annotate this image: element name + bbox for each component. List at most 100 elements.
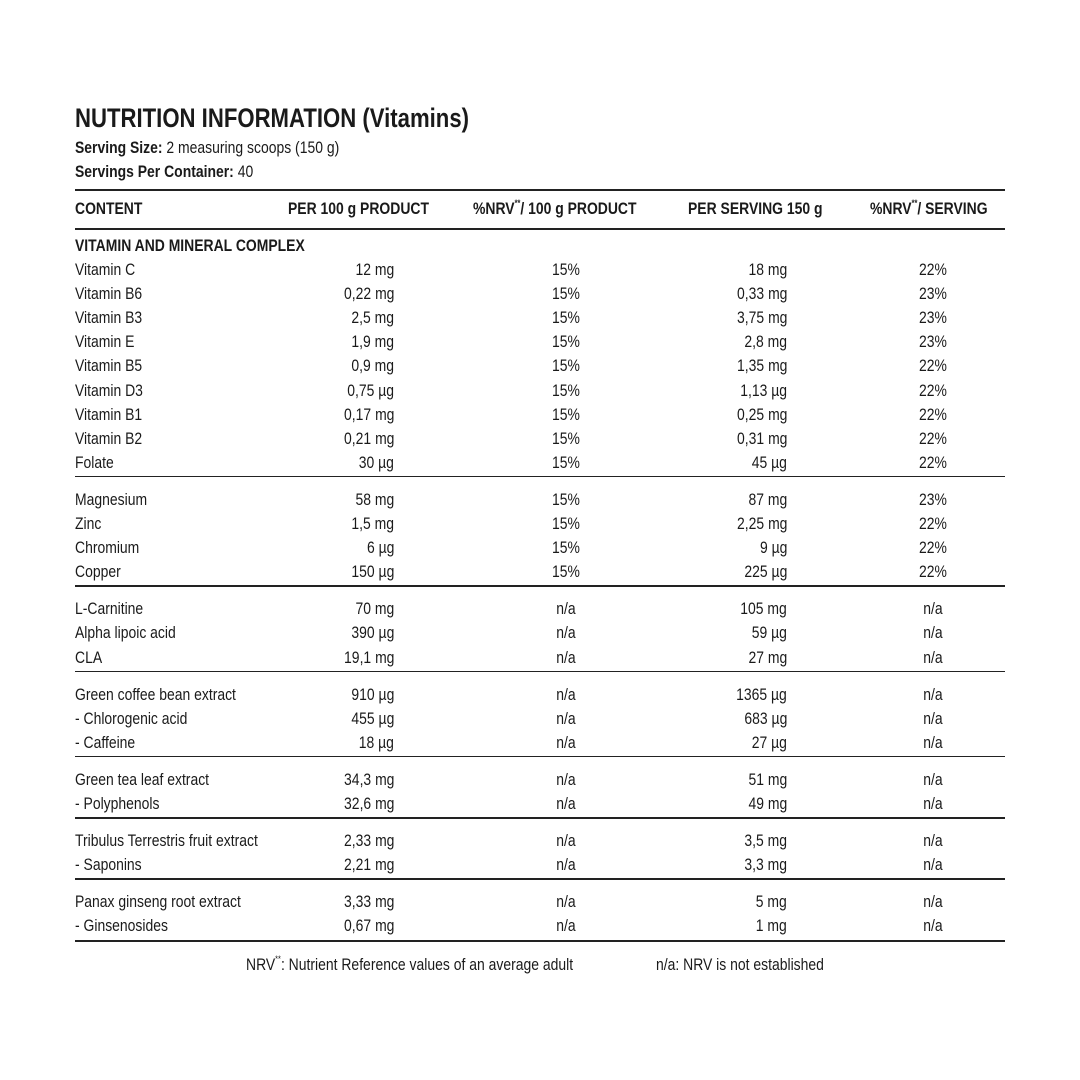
ingredient-name: Vitamin B1 [75,404,143,424]
nrv-100g-value: n/a [556,794,576,813]
ingredient-name: CLA [75,647,103,667]
ingredient-name: - Caffeine [75,732,136,752]
per-100g-value: 910 µg [351,684,394,704]
per-100g-value: 18 µg [358,732,394,752]
nrv-100g-value: n/a [556,623,576,643]
per-serving-value: 87 mg [748,489,787,509]
per-serving-value: 2,25 mg [736,514,787,533]
table-row: Vitamin B1 0,17 mg 15% 0,25 mg 22% [0,405,1080,429]
nrv-serving-value: n/a [923,855,943,875]
ingredient-name: Panax ginseng root extract [75,892,241,912]
divider [75,878,1005,880]
nrv-100g-value: 15% [552,332,580,352]
per-100g-value: 0,22 mg [343,284,394,304]
table-row: Vitamin B3 2,5 mg 15% 3,75 mg 23% [0,308,1080,332]
table-row: Vitamin B5 0,9 mg 15% 1,35 mg 22% [0,356,1080,380]
divider [75,939,1005,942]
na-footnote: n/a: NRV is not established [656,955,824,974]
servings-per-container: Servings Per Container: 40 [75,162,254,181]
table-row: - Saponins 2,21 mg n/a 3,3 mg n/a [0,855,1080,879]
ingredient-name: Folate [75,452,114,472]
per-100g-value: 1,5 mg [351,514,394,533]
page-title: NUTRITION INFORMATION (Vitamins) [75,103,470,133]
ingredient-name: Vitamin B3 [75,308,143,328]
per-100g-value: 0,17 mg [343,404,394,424]
nrv-100g-value: 15% [552,428,580,448]
divider [75,585,1005,587]
per-100g-value: 0,75 µg [347,380,394,400]
table-row: Folate 30 µg 15% 45 µg 22% [0,453,1080,477]
ingredient-name: Magnesium [75,489,148,509]
nrv-100g-value: n/a [556,647,576,667]
per-serving-value: 1,13 µg [740,380,787,400]
per-100g-value: 2,21 mg [343,855,394,875]
per-100g-value: 34,3 mg [343,769,394,789]
divider [75,228,1005,230]
table-row: L-Carnitine 70 mg n/a 105 mg n/a [0,599,1080,623]
per-serving-value: 105 mg [740,599,787,619]
table-row: Green tea leaf extract 34,3 mg n/a 51 mg n/a [0,770,1080,794]
nrv-serving-value: n/a [923,794,943,813]
nrv-serving-value: n/a [923,708,943,728]
ingredient-name: Vitamin E [75,332,135,352]
per-100g-value: 2,33 mg [343,831,394,851]
per-100g-value: 2,5 mg [351,308,394,328]
ingredient-name: - Saponins [75,855,142,875]
nrv-serving-value: 22% [919,404,947,424]
nrv-100g-value: n/a [556,855,576,875]
nrv-100g-value: 15% [552,356,580,376]
per-serving-value: 59 µg [751,623,787,643]
nrv-100g-value: n/a [556,831,576,851]
nrv-serving-value: 22% [919,452,947,472]
per-100g-value: 12 mg [355,260,394,279]
nrv-serving-value: 23% [919,332,947,352]
per-serving-value: 27 mg [748,647,787,667]
nrv-serving-value: 22% [919,562,947,582]
per-serving-value: 3,5 mg [744,831,787,851]
nrv-100g-value: n/a [556,684,576,704]
per-serving-value: 9 µg [759,538,787,558]
nrv-serving-value: 23% [919,489,947,509]
ingredient-name: Green tea leaf extract [75,769,210,789]
per-serving-value: 225 µg [744,562,787,582]
divider [75,817,1005,819]
ingredient-name: L-Carnitine [75,599,144,619]
column-header-per-100g: PER 100 g PRODUCT [288,199,429,218]
table-row: Chromium 6 µg 15% 9 µg 22% [0,538,1080,562]
nrv-serving-value: 22% [919,428,947,448]
per-serving-value: 1365 µg [736,684,787,704]
ingredient-name: Tribulus Terrestris fruit extract [75,831,258,851]
nrv-serving-value: 22% [919,514,947,533]
serving-size: Serving Size: 2 measuring scoops (150 g) [75,138,340,157]
nrv-serving-value: n/a [923,831,943,851]
nrv-100g-value: n/a [556,916,576,936]
per-100g-value: 0,9 mg [351,356,394,376]
table-row: Copper 150 µg 15% 225 µg 22% [0,562,1080,586]
per-serving-value: 3,3 mg [744,855,787,875]
per-100g-value: 30 µg [358,452,394,472]
table-row: - Caffeine 18 µg n/a 27 µg n/a [0,733,1080,757]
per-serving-value: 51 mg [748,769,787,789]
per-serving-value: 1 mg [756,916,787,936]
nrv-100g-value: 15% [552,452,580,472]
ingredient-name: Vitamin D3 [75,380,143,400]
column-header-nrv-serving: %NRV**/ SERVING [870,198,988,219]
per-100g-value: 70 mg [355,599,394,619]
table-row: Vitamin B6 0,22 mg 15% 0,33 mg 23% [0,284,1080,308]
nrv-serving-value: n/a [923,599,943,619]
nrv-serving-value: 22% [919,356,947,376]
per-100g-value: 0,67 mg [343,916,394,936]
nrv-100g-value: n/a [556,892,576,912]
table-row: - Chlorogenic acid 455 µg n/a 683 µg n/a [0,709,1080,733]
per-100g-value: 6 µg [366,538,394,558]
table-row: Green coffee bean extract 910 µg n/a 1365 µ… [0,685,1080,709]
per-serving-value: 683 µg [744,708,787,728]
per-100g-value: 58 mg [355,489,394,509]
nrv-100g-value: n/a [556,769,576,789]
nrv-100g-value: 15% [552,538,580,558]
per-serving-value: 45 µg [751,452,787,472]
divider [75,755,1005,758]
nrv-100g-value: 15% [552,308,580,328]
per-serving-value: 5 mg [756,892,787,912]
ingredient-name: Chromium [75,538,140,558]
